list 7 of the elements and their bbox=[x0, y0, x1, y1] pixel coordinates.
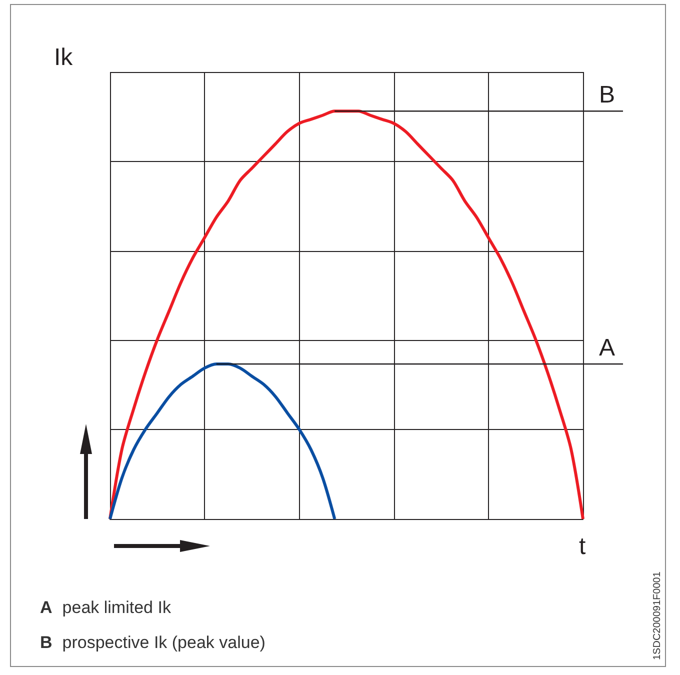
y-axis-title: Ik bbox=[54, 44, 73, 72]
x-axis-title: t bbox=[579, 533, 586, 561]
ref-line-label: A bbox=[599, 334, 616, 362]
ref-line-label: B bbox=[599, 82, 616, 109]
text: A peak limited Ik bbox=[40, 598, 171, 617]
text: B prospective Ik (peak value) bbox=[40, 633, 266, 652]
text: 1SDC200091F0001 bbox=[652, 572, 663, 660]
